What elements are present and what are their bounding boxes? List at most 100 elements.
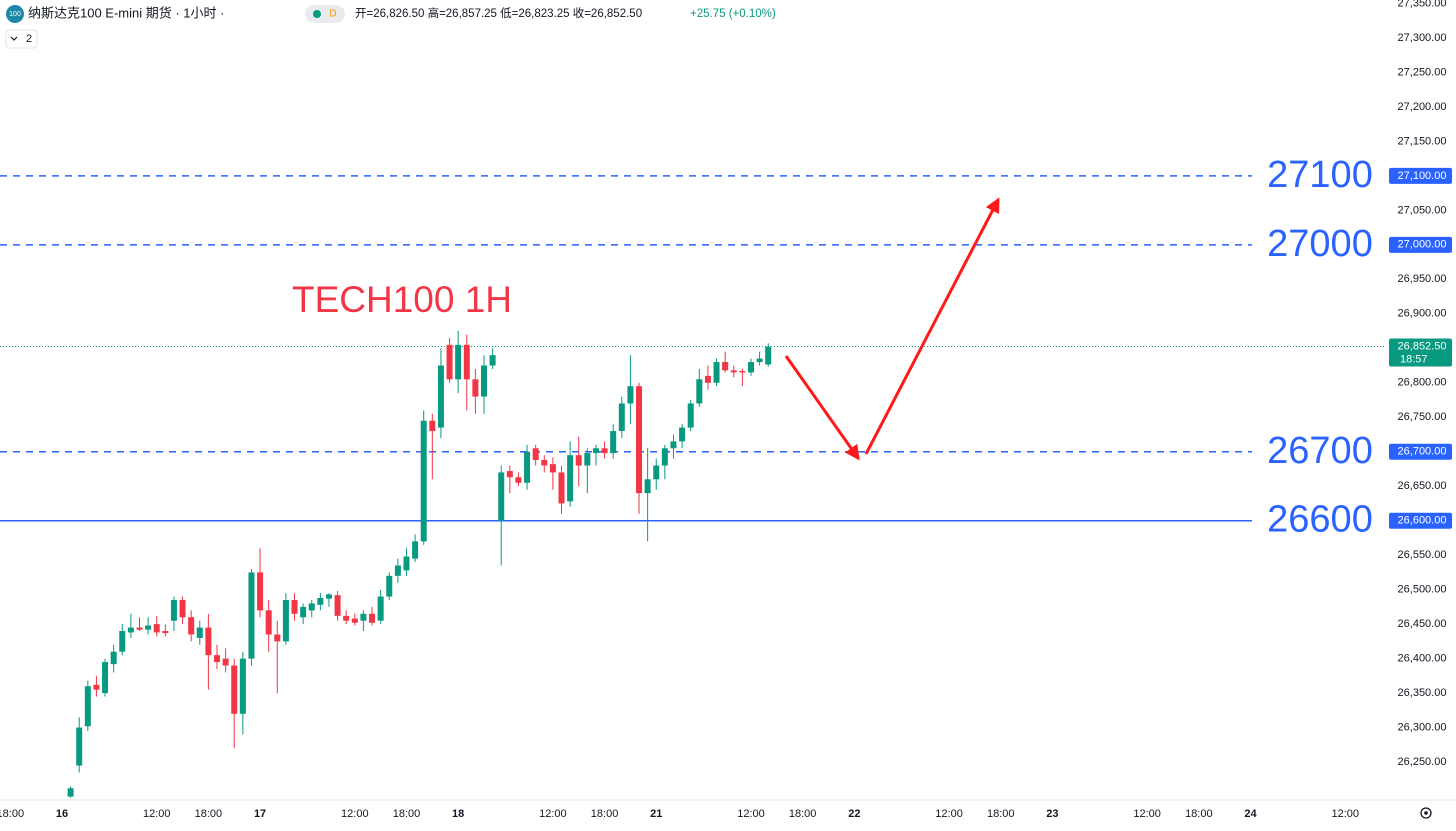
candle-body bbox=[110, 651, 117, 665]
candle-body bbox=[274, 634, 281, 642]
candle-body bbox=[369, 613, 376, 623]
x-tick-label: 22 bbox=[848, 808, 860, 820]
candle-body bbox=[317, 597, 324, 605]
candle-body bbox=[343, 615, 350, 621]
candle-body bbox=[300, 606, 307, 618]
candle-body bbox=[480, 365, 487, 397]
candle-body bbox=[489, 355, 496, 366]
y-tick-label: 27,050.00 bbox=[1398, 204, 1447, 216]
x-tick-label: 12:00 bbox=[539, 808, 567, 820]
candle-body bbox=[601, 448, 608, 454]
x-tick-label: 18 bbox=[452, 808, 464, 820]
symbol-icon bbox=[6, 5, 24, 23]
y-tick-label: 26,650.00 bbox=[1398, 480, 1447, 492]
x-tick-label: 12:00 bbox=[143, 808, 171, 820]
last-price-label: 26,852.50 bbox=[1398, 340, 1447, 352]
level-tag-label: 27,000.00 bbox=[1398, 239, 1447, 251]
x-tick-label: 12:00 bbox=[341, 808, 369, 820]
candle-body bbox=[644, 479, 651, 494]
candle-body bbox=[282, 600, 289, 642]
candle-body bbox=[541, 460, 548, 466]
arrow-up bbox=[864, 197, 1000, 455]
level-tag bbox=[1389, 167, 1452, 184]
candle-body bbox=[567, 455, 574, 502]
candle-body bbox=[102, 662, 109, 694]
candle-body bbox=[145, 625, 152, 630]
level-label: 26600 bbox=[1267, 499, 1373, 541]
candle-body bbox=[334, 595, 341, 616]
y-tick-label: 27,200.00 bbox=[1398, 101, 1447, 113]
x-tick-label: 12:00 bbox=[1331, 808, 1359, 820]
candle-body bbox=[265, 610, 272, 635]
annotation: TECH100 1H bbox=[292, 279, 512, 320]
candle-body bbox=[351, 618, 358, 623]
candle-body bbox=[214, 655, 221, 663]
y-tick-label: 26,750.00 bbox=[1398, 411, 1447, 423]
y-tick-label: 27,300.00 bbox=[1398, 32, 1447, 44]
candle-body bbox=[429, 420, 436, 432]
ohlc: 开=26,826.50 高=26,857.25 低=26,823.25 收=26… bbox=[355, 6, 642, 20]
candle-body bbox=[377, 596, 384, 621]
status-badge: D bbox=[329, 9, 336, 20]
candle-body bbox=[653, 465, 660, 480]
candle-body bbox=[455, 344, 462, 380]
y-tick-label: 26,950.00 bbox=[1398, 273, 1447, 285]
candle-body bbox=[618, 403, 625, 432]
levels: 27100 27000 26700 26600 bbox=[0, 154, 1385, 541]
y-tick-label: 26,550.00 bbox=[1398, 549, 1447, 561]
candle-body bbox=[446, 344, 453, 380]
status-pill[interactable] bbox=[305, 5, 345, 23]
level-tag-label: 26,600.00 bbox=[1398, 515, 1447, 527]
candle-body bbox=[463, 344, 470, 380]
y-tick-label: 26,450.00 bbox=[1398, 618, 1447, 630]
candle-body bbox=[93, 684, 100, 690]
indicator-toggle[interactable] bbox=[5, 29, 38, 49]
candle-body bbox=[308, 603, 315, 611]
status-dot bbox=[313, 10, 321, 18]
candle-body bbox=[756, 358, 763, 363]
settings-icon-dot bbox=[1424, 811, 1428, 815]
candle-body bbox=[506, 471, 513, 478]
y-tick-label: 26,400.00 bbox=[1398, 653, 1447, 665]
candle-body bbox=[76, 727, 83, 766]
candle-body bbox=[403, 556, 410, 571]
candles bbox=[67, 331, 772, 798]
candle-body bbox=[84, 686, 91, 727]
settings-icon[interactable] bbox=[1420, 807, 1432, 819]
candle-body bbox=[119, 631, 126, 652]
y-tick-label: 27,250.00 bbox=[1398, 66, 1447, 78]
candle-body bbox=[713, 362, 720, 383]
candle-body bbox=[153, 624, 160, 633]
x-tick-label: 16 bbox=[56, 808, 68, 820]
x-tick-label: 18:00 bbox=[987, 808, 1015, 820]
candle-body bbox=[162, 631, 169, 634]
level-label: 27100 bbox=[1267, 154, 1373, 196]
candle-body bbox=[661, 448, 668, 466]
candle-body bbox=[472, 379, 479, 397]
x-tick-label: 23 bbox=[1046, 808, 1058, 820]
candle-body bbox=[420, 420, 427, 542]
candle-body bbox=[360, 613, 367, 621]
candle-body bbox=[222, 658, 229, 666]
y-tick-label: 26,500.00 bbox=[1398, 584, 1447, 596]
level-tag bbox=[1389, 236, 1452, 253]
candle-body bbox=[670, 441, 677, 449]
symbol-title[interactable]: 纳斯达克100 E-mini 期货 · 1小时 · bbox=[28, 5, 224, 20]
x-tick-label: 18:00 bbox=[195, 808, 223, 820]
candle-body bbox=[437, 365, 444, 428]
candle-body bbox=[524, 451, 531, 483]
candle-body bbox=[498, 472, 505, 521]
candle-body bbox=[188, 617, 195, 635]
indicator-count: 2 bbox=[26, 33, 32, 45]
candle-body bbox=[248, 572, 255, 659]
candle-body bbox=[765, 346, 772, 365]
x-tick-label: 18:00 bbox=[0, 808, 24, 820]
candle-body bbox=[696, 379, 703, 404]
x-tick-label: 17 bbox=[254, 808, 266, 820]
candle-body bbox=[575, 455, 582, 466]
candle-body bbox=[549, 464, 556, 473]
candle-body bbox=[730, 370, 737, 373]
candle-body bbox=[722, 362, 729, 371]
candle-body bbox=[257, 572, 264, 611]
candle-body bbox=[136, 627, 143, 630]
